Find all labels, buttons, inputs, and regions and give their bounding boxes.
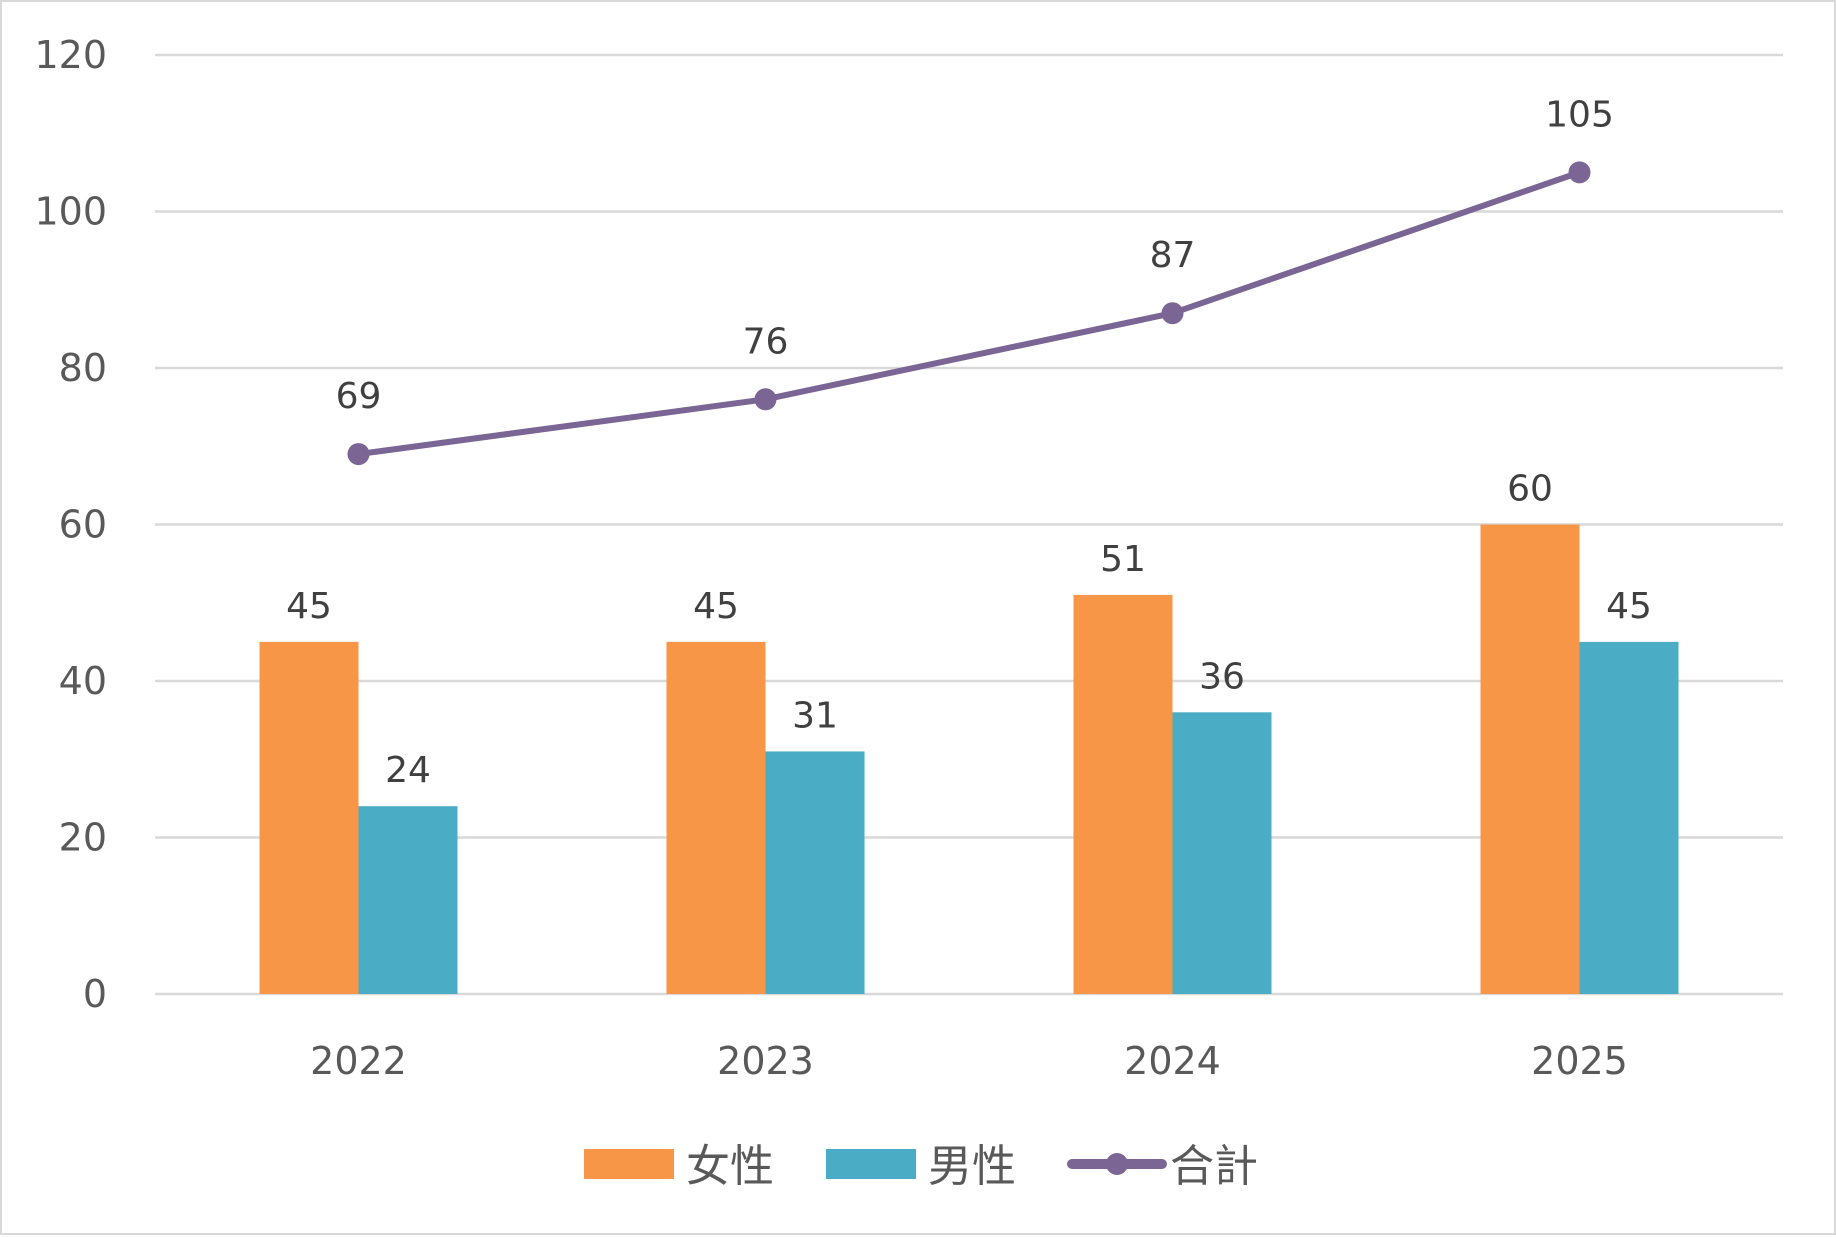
legend-label: 男性 <box>928 1141 1016 1192</box>
bar-female <box>1073 594 1173 994</box>
line-point <box>347 443 370 466</box>
data-label: 45 <box>693 586 739 627</box>
legend-marker <box>1106 1153 1128 1175</box>
y-tick-label: 40 <box>59 659 107 703</box>
data-label: 31 <box>792 695 838 736</box>
data-label: 69 <box>336 376 382 417</box>
bar-female <box>1480 524 1580 994</box>
line-total <box>358 169 1581 458</box>
bar-male <box>765 751 865 994</box>
data-label: 45 <box>1606 586 1652 627</box>
legend-label: 女性 <box>686 1141 774 1192</box>
bar-female <box>666 641 766 994</box>
x-tick-label: 2023 <box>717 1039 814 1083</box>
bar-male <box>358 806 458 994</box>
x-tick-label: 2025 <box>1531 1039 1628 1083</box>
legend-swatch <box>584 1149 674 1179</box>
line-point <box>754 388 777 411</box>
y-tick-label: 100 <box>34 190 107 234</box>
data-label: 24 <box>385 750 431 791</box>
y-tick-label: 20 <box>59 816 107 860</box>
data-label: 51 <box>1100 539 1146 580</box>
data-label: 36 <box>1199 656 1245 697</box>
data-label: 45 <box>286 586 332 627</box>
bar-female <box>259 641 359 994</box>
y-tick-label: 80 <box>59 346 107 390</box>
data-label: 60 <box>1507 469 1553 510</box>
legend-label: 合計 <box>1170 1141 1258 1192</box>
y-tick-label: 0 <box>83 972 107 1016</box>
x-tick-label: 2024 <box>1124 1039 1221 1083</box>
line-point <box>1161 302 1184 325</box>
bar-male <box>1172 712 1272 994</box>
y-tick-label: 120 <box>34 33 107 77</box>
line-point <box>1568 161 1591 184</box>
bar-male <box>1579 641 1679 994</box>
y-tick-label: 60 <box>59 503 107 547</box>
legend-swatch <box>826 1149 916 1179</box>
data-label: 105 <box>1545 94 1614 135</box>
x-tick-label: 2022 <box>310 1039 407 1083</box>
data-label: 76 <box>743 321 789 362</box>
data-label: 87 <box>1150 235 1196 276</box>
